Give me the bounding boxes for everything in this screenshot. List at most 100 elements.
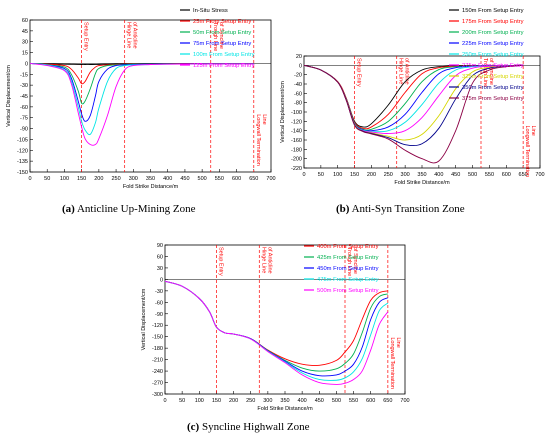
y-tick-label: -45 <box>20 94 28 100</box>
y-tick-label: 20 <box>296 54 302 60</box>
x-tick-label: 300 <box>401 172 410 178</box>
annotation-label: Setup Entry <box>356 58 362 87</box>
x-tick-label: 350 <box>417 172 426 178</box>
x-tick-label: 550 <box>485 172 494 178</box>
y-tick-label: -30 <box>155 289 163 295</box>
x-tick-label: 250 <box>111 176 120 182</box>
y-tick-label: -220 <box>291 166 302 172</box>
x-tick-label: 400 <box>298 398 307 404</box>
y-tick-label: 0 <box>25 61 28 67</box>
x-tick-label: 700 <box>535 172 544 178</box>
y-tick-label: -240 <box>152 369 163 375</box>
x-tick-label: 400 <box>163 176 172 182</box>
y-tick-label: -100 <box>291 110 302 116</box>
caption-b: (b) Anti-Syn Transition Zone <box>336 203 465 215</box>
x-tick-label: 200 <box>94 176 103 182</box>
y-tick-label: -15 <box>20 72 28 78</box>
legend-label: 125m From Setup Entry <box>193 63 255 69</box>
y-tick-label: -80 <box>294 101 302 107</box>
annotation-label: of Syncline <box>352 247 358 274</box>
x-tick-label: 550 <box>215 176 224 182</box>
annotation-label: Longwall Termination <box>389 337 395 389</box>
x-tick-label: 250 <box>384 172 393 178</box>
y-tick-label: -60 <box>20 105 28 111</box>
caption-a-letter: (a) <box>62 203 75 215</box>
annotation-label: Longwall Termination <box>524 125 530 177</box>
legend: 400m From Setup Entry 425m From Setup Ent… <box>304 244 379 294</box>
y-tick-label: -105 <box>17 137 28 143</box>
annotation-label: Line <box>395 337 401 347</box>
x-axis-label: Fold Strike Distance/m <box>123 184 179 190</box>
y-tick-label: 60 <box>157 254 163 260</box>
caption-c-letter: (c) <box>187 421 200 433</box>
y-tick-label: -300 <box>152 392 163 398</box>
series-line <box>29 62 254 146</box>
x-tick-label: 650 <box>519 172 528 178</box>
y-tick-label: -90 <box>155 312 163 318</box>
y-tick-label: -180 <box>152 346 163 352</box>
y-axis-label: Vertical Displacement/cm <box>6 65 12 127</box>
annotation-label: Longwall Termination <box>255 114 261 166</box>
y-axis-label: Vertical Displacement/cm <box>141 288 147 350</box>
x-tick-label: 150 <box>77 176 86 182</box>
annotation-label: Trough Line <box>212 22 218 51</box>
x-tick-label: 150 <box>212 398 221 404</box>
y-tick-label: 30 <box>22 40 28 46</box>
y-tick-label: -270 <box>152 381 163 387</box>
caption-a: (a) Anticline Up-Mining Zone <box>62 203 196 215</box>
legend-label: 25m From Setup Entry <box>193 19 251 25</box>
annotation-label: Line <box>261 114 267 124</box>
x-tick-label: 50 <box>44 176 50 182</box>
y-tick-label: -75 <box>20 116 28 122</box>
legend-label: 500m From Setup Entry <box>317 288 379 294</box>
y-tick-label: -120 <box>291 119 302 125</box>
chart-panel-1: 0 50 100 150 200 250 300 350 400 450 500 550 600 650 7… <box>6 8 276 190</box>
x-tick-label: 100 <box>60 176 69 182</box>
annotation-label: of Anticline <box>404 58 410 85</box>
y-tick-label: -60 <box>294 91 302 97</box>
y-tick-label: -180 <box>291 147 302 153</box>
y-tick-label: -140 <box>291 129 302 135</box>
y-tick-label: -200 <box>291 157 302 163</box>
caption-c: (c) Syncline Highwall Zone <box>187 421 310 433</box>
legend-label: 175m From Setup Entry <box>462 19 524 25</box>
caption-b-letter: (b) <box>336 203 350 215</box>
legend-label: 350m From Setup Entry <box>462 85 524 91</box>
x-tick-label: 400 <box>434 172 443 178</box>
legend-label: 450m From Setup Entry <box>317 266 379 272</box>
legend-label: 100m From Setup Entry <box>193 52 255 58</box>
y-tick-label: -20 <box>294 73 302 79</box>
legend-label: In-Situ Stress <box>193 8 228 14</box>
plot-frame <box>303 55 541 169</box>
legend-label: 325m From Setup Entry <box>462 74 524 80</box>
y-tick-label: 30 <box>157 266 163 272</box>
annotation-label: of Anticline <box>132 22 138 49</box>
y-tick-label: -150 <box>152 335 163 341</box>
x-tick-label: 0 <box>163 398 166 404</box>
y-axis-label: Vertical Displacement/cm <box>280 81 286 143</box>
y-tick-label: 60 <box>22 18 28 24</box>
annotation-label: Hinge Line <box>398 58 404 84</box>
x-tick-label: 700 <box>400 398 409 404</box>
x-tick-label: 600 <box>232 176 241 182</box>
x-tick-label: 150 <box>350 172 359 178</box>
y-tick-label: -210 <box>152 358 163 364</box>
annotation-label: of Syncline <box>488 58 494 85</box>
x-tick-label: 650 <box>249 176 258 182</box>
y-tick-label: 0 <box>299 63 302 69</box>
annotation-label: Hinge Line <box>260 247 266 273</box>
x-tick-label: 100 <box>333 172 342 178</box>
legend-label: 425m From Setup Entry <box>317 255 379 261</box>
annotation-label: Line <box>530 125 536 135</box>
x-tick-label: 250 <box>246 398 255 404</box>
x-tick-label: 550 <box>349 398 358 404</box>
y-tick-label: -40 <box>294 82 302 88</box>
annotation-label: of Syncline <box>218 22 224 49</box>
x-tick-label: 0 <box>302 172 305 178</box>
series-line <box>164 280 389 381</box>
legend: In-Situ Stress 25m From Setup Entry 50m Fr… <box>180 8 255 69</box>
x-tick-label: 500 <box>198 176 207 182</box>
y-tick-label: -135 <box>17 159 28 165</box>
x-tick-label: 500 <box>332 398 341 404</box>
x-tick-label: 200 <box>367 172 376 178</box>
